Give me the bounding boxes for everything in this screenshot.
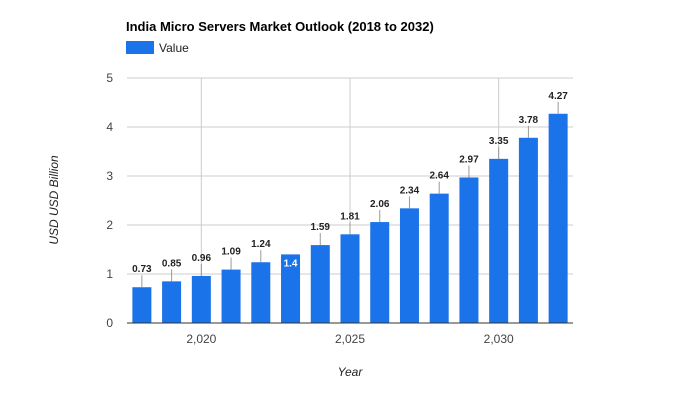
data-label: 0.85 — [162, 258, 182, 269]
y-tick-label: 5 — [106, 71, 113, 85]
x-tick-label: 2,025 — [335, 332, 365, 346]
x-tick-label: 2,030 — [484, 332, 514, 346]
y-axis-title: USD USD Billion — [47, 155, 61, 245]
data-label: 1.59 — [311, 222, 331, 233]
chart-title: India Micro Servers Market Outlook (2018… — [126, 19, 434, 34]
bar — [191, 275, 211, 323]
data-label: 2.97 — [459, 154, 479, 165]
data-label: 2.34 — [400, 185, 420, 196]
bar — [459, 177, 479, 323]
x-tick-label: 2,020 — [186, 332, 216, 346]
data-label: 1.24 — [251, 239, 271, 250]
data-label: 3.78 — [519, 115, 539, 126]
data-label: 1.09 — [221, 247, 241, 258]
x-axis-title: Year — [338, 365, 364, 379]
data-label: 0.73 — [132, 264, 152, 275]
bar — [310, 245, 330, 323]
data-label: 1.81 — [340, 211, 360, 222]
y-tick-label: 3 — [106, 169, 113, 183]
y-axis-ticks: 0 1 2 3 4 5 — [106, 71, 113, 330]
data-label: 1.4 — [284, 258, 298, 269]
bar — [251, 262, 271, 323]
y-tick-label: 2 — [106, 218, 113, 232]
bar — [548, 113, 568, 324]
legend: Value — [126, 41, 189, 55]
bar — [132, 287, 152, 323]
data-label: 3.35 — [489, 136, 509, 147]
bar — [162, 281, 182, 323]
legend-swatch-value — [126, 41, 154, 54]
bar — [489, 158, 509, 323]
data-label: 0.96 — [192, 253, 212, 264]
bar — [281, 254, 301, 323]
legend-label-value: Value — [159, 41, 189, 55]
data-label: 4.27 — [548, 91, 568, 102]
data-label: 2.06 — [370, 199, 390, 210]
y-tick-label: 1 — [106, 267, 113, 281]
y-tick-label: 0 — [106, 316, 113, 330]
bar — [370, 222, 390, 323]
x-axis-ticks: 2,020 2,025 2,030 — [186, 332, 514, 346]
bar — [221, 269, 241, 323]
y-tick-label: 4 — [106, 120, 113, 134]
bars — [132, 113, 568, 324]
bar — [340, 234, 360, 323]
bar — [518, 137, 538, 323]
data-label: 2.64 — [429, 171, 449, 182]
bar — [399, 208, 419, 323]
label-leaders — [141, 101, 559, 288]
data-labels: 0.73 0.85 0.96 1.09 1.24 1.4 1.59 1.81 2.06 2.34 2… — [132, 91, 568, 275]
bar — [429, 193, 449, 323]
